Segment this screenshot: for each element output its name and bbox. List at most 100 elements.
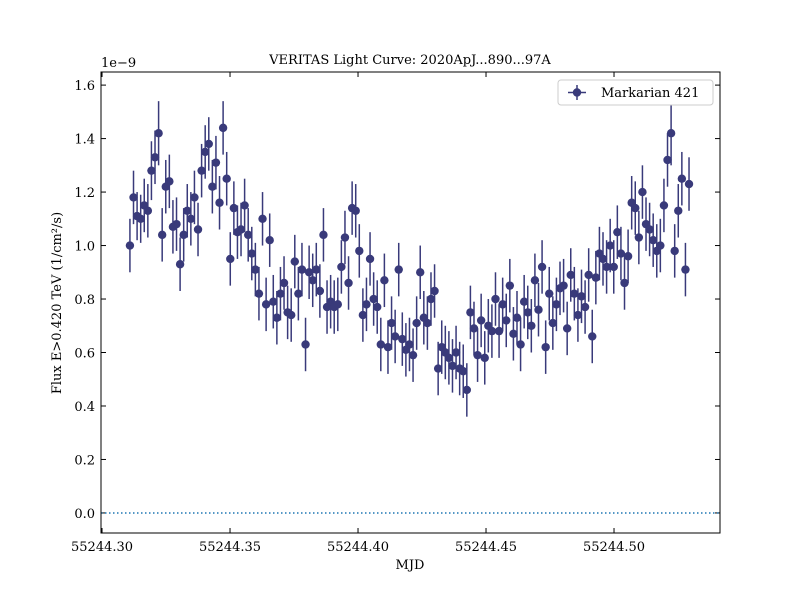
x-axis-label: MJD <box>396 558 425 573</box>
data-point <box>251 265 260 274</box>
y-tick-label: 0.8 <box>74 293 95 308</box>
data-point <box>186 214 196 224</box>
x-tick-label: 55244.35 <box>199 540 261 555</box>
legend-box <box>557 79 714 106</box>
data-point <box>369 294 378 304</box>
data-point <box>243 230 253 240</box>
data-point <box>358 310 368 320</box>
data-point <box>584 270 593 280</box>
data-point <box>383 342 393 352</box>
y-tick-label: 0.2 <box>74 453 95 468</box>
data-point <box>265 235 274 245</box>
data-point <box>355 246 364 256</box>
data-point <box>272 313 282 322</box>
data-point <box>154 129 163 138</box>
data-point <box>312 265 321 274</box>
data-point <box>290 257 299 266</box>
legend-swatch <box>572 88 582 97</box>
data-point <box>387 318 396 328</box>
data-point <box>623 252 633 261</box>
data-point <box>337 262 346 272</box>
x-tick-label: 55244.50 <box>583 540 645 555</box>
data-point <box>380 276 389 285</box>
data-point <box>165 177 174 186</box>
data-point <box>670 246 679 256</box>
data-point <box>444 353 454 363</box>
data-point <box>448 361 457 371</box>
data-point <box>211 158 221 167</box>
y-tick-label: 1.0 <box>74 240 95 255</box>
data-point <box>200 147 210 157</box>
data-point <box>394 265 403 274</box>
data-point <box>502 316 511 325</box>
data-point <box>226 254 235 264</box>
data-point <box>509 329 518 338</box>
y-tick-label: 1.6 <box>74 79 95 94</box>
data-point <box>473 350 482 360</box>
data-point <box>218 123 228 133</box>
data-point <box>340 233 350 242</box>
data-point <box>505 281 515 290</box>
data-point <box>605 241 615 250</box>
data-point <box>648 235 658 245</box>
data-point <box>534 305 543 314</box>
y-tick-label: 0.4 <box>74 400 95 415</box>
data-point <box>405 340 414 349</box>
data-point <box>301 340 310 349</box>
data-point <box>222 174 231 183</box>
data-point <box>577 292 586 301</box>
data-point <box>663 155 672 165</box>
data-point <box>197 166 206 175</box>
data-point <box>426 294 436 304</box>
data-point <box>602 262 611 272</box>
data-point <box>398 334 407 344</box>
x-tick-label: 55244.40 <box>327 540 389 555</box>
data-point <box>659 201 669 210</box>
data-point <box>373 302 382 312</box>
y-tick-label: 0.6 <box>74 347 95 362</box>
data-point <box>258 214 267 224</box>
data-point <box>666 129 676 138</box>
data-point <box>408 350 418 360</box>
data-point <box>527 321 536 330</box>
data-point <box>240 201 249 210</box>
data-point <box>451 348 461 357</box>
data-point <box>681 265 690 274</box>
data-point <box>423 318 432 328</box>
data-point <box>412 318 421 328</box>
data-point <box>294 289 303 298</box>
data-point <box>545 289 554 298</box>
data-point <box>674 206 683 215</box>
data-point <box>570 289 579 298</box>
data-point <box>469 324 479 333</box>
data-point <box>548 318 558 328</box>
data-point <box>523 308 532 317</box>
data-point <box>566 270 575 280</box>
data-point <box>129 193 138 202</box>
y-axis-label: Flux E>0.420 TeV (1/cm²/s) <box>50 212 65 394</box>
data-point <box>136 214 145 224</box>
data-point <box>476 316 486 325</box>
data-point <box>498 300 507 309</box>
x-tick-label: 55244.30 <box>71 540 133 555</box>
data-point <box>416 268 425 277</box>
data-point <box>480 353 489 363</box>
data-point <box>261 300 271 309</box>
data-point <box>459 367 468 376</box>
data-point <box>362 300 371 309</box>
data-point <box>190 193 199 202</box>
data-point <box>208 182 217 191</box>
data-point <box>677 174 687 183</box>
data-point <box>193 225 203 234</box>
data-point <box>344 278 353 288</box>
data-point <box>684 179 694 189</box>
data-point <box>638 187 647 197</box>
data-point <box>433 364 443 373</box>
data-point <box>512 313 522 322</box>
data-point <box>229 203 239 213</box>
y-tick-label: 1.2 <box>74 186 95 201</box>
data-point <box>279 278 289 288</box>
data-point <box>175 260 185 269</box>
data-point <box>430 286 439 296</box>
data-point <box>537 262 547 272</box>
